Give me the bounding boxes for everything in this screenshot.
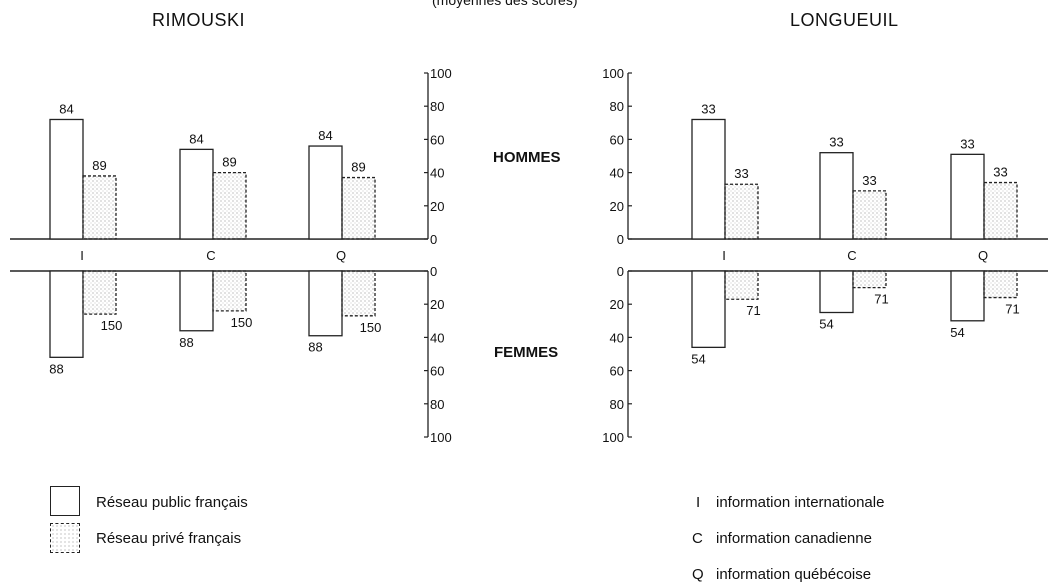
longueuil-women-tick-label: 80 xyxy=(610,397,624,412)
rimouski-men-tick-label: 0 xyxy=(430,232,437,247)
rimouski-women-tick-label: 100 xyxy=(430,430,452,445)
longueuil-women-data-label: 71 xyxy=(746,303,760,318)
women-row-label: FEMMES xyxy=(494,344,559,361)
rimouski-men-data-label: 84 xyxy=(189,131,203,146)
longueuil-men-bar-private-c xyxy=(852,190,887,240)
rimouski-men-tick-label: 60 xyxy=(430,132,444,147)
rimouski-men-data-label: 89 xyxy=(92,158,106,173)
rimouski-women-data-label: 88 xyxy=(49,361,63,376)
longueuil-men-bar-public-c xyxy=(819,152,854,240)
longueuil-women-tick-label: 40 xyxy=(610,330,624,345)
rimouski-women-data-label: 88 xyxy=(308,340,322,355)
rimouski-women-tick-label: 60 xyxy=(430,364,444,379)
legend-code-i: I xyxy=(696,494,701,511)
rimouski-category-label-i: I xyxy=(80,248,84,263)
legend-swatch-private xyxy=(50,523,80,553)
longueuil-women-bar-public-q xyxy=(950,270,985,322)
longueuil-men-data-label: 33 xyxy=(960,136,974,151)
rimouski-category-label-c: C xyxy=(206,248,215,263)
rimouski-women-bar-public-q xyxy=(308,270,343,337)
rimouski-women-bar-private-q xyxy=(341,270,376,317)
rimouski-men-tick-label: 40 xyxy=(430,166,444,181)
rimouski-women-data-label: 150 xyxy=(360,320,382,335)
longueuil-women-tick-label: 100 xyxy=(602,430,624,445)
men-row-label: HOMMES xyxy=(493,149,561,166)
legend-swatch-public xyxy=(50,486,80,516)
longueuil-women-data-label: 54 xyxy=(950,325,964,340)
rimouski-men-tick-label: 20 xyxy=(430,199,444,214)
longueuil-women-data-label: 71 xyxy=(1005,302,1019,317)
longueuil-men-data-label: 33 xyxy=(862,173,876,188)
longueuil-women-data-label: 54 xyxy=(819,317,833,332)
rimouski-women-bar-public-c xyxy=(179,270,214,332)
longueuil-women-data-label: 54 xyxy=(691,351,705,366)
rimouski-men-data-label: 89 xyxy=(222,155,236,170)
longueuil-women-tick-label: 60 xyxy=(610,364,624,379)
longueuil-men-bar-private-q xyxy=(983,181,1018,240)
longueuil-women-tick-label: 20 xyxy=(610,297,624,312)
legend-text-c: information canadienne xyxy=(716,530,872,547)
rimouski-women-bar-private-i xyxy=(82,270,117,315)
legend-text-i: information internationale xyxy=(716,494,885,511)
rimouski-men-data-label: 84 xyxy=(59,101,73,116)
longueuil-men-tick-label: 80 xyxy=(610,99,624,114)
longueuil-men-tick-label: 20 xyxy=(610,199,624,214)
legend-label-private: Réseau privé français xyxy=(96,530,242,547)
longueuil-women-bar-public-c xyxy=(819,270,854,314)
longueuil-category-label-c: C xyxy=(847,248,856,263)
rimouski-men-bar-public-c xyxy=(179,148,214,240)
rimouski-women-tick-label: 40 xyxy=(430,330,444,345)
longueuil-men-data-label: 33 xyxy=(734,166,748,181)
rimouski-women-tick-label: 20 xyxy=(430,297,444,312)
rimouski-men-tick-label: 100 xyxy=(430,66,452,81)
longueuil-men-data-label: 33 xyxy=(701,101,715,116)
longueuil-men-bar-public-i xyxy=(691,118,726,240)
longueuil-women-tick-label: 0 xyxy=(617,264,624,279)
longueuil-women-bar-private-i xyxy=(724,270,759,300)
rimouski-women-bar-private-c xyxy=(212,270,247,312)
rimouski-men-tick-label: 80 xyxy=(430,99,444,114)
longueuil-men-tick-label: 100 xyxy=(602,66,624,81)
rimouski-women-data-label: 150 xyxy=(231,315,253,330)
longueuil-women-bar-private-q xyxy=(983,270,1018,299)
longueuil-men-tick-label: 40 xyxy=(610,166,624,181)
longueuil-women-bar-private-c xyxy=(852,270,887,289)
legend-code-c: C xyxy=(692,530,703,547)
longueuil-women-data-label: 71 xyxy=(874,292,888,307)
legend-code-q: Q xyxy=(692,566,704,583)
rimouski-men-bar-private-q xyxy=(341,176,376,240)
rimouski-category-label-q: Q xyxy=(336,248,346,263)
longueuil-men-tick-label: 0 xyxy=(617,232,624,247)
longueuil-men-bar-public-q xyxy=(950,153,985,240)
legend-label-public: Réseau public français xyxy=(96,494,248,511)
longueuil-men-data-label: 33 xyxy=(993,165,1007,180)
longueuil-category-label-i: I xyxy=(722,248,726,263)
rimouski-men-data-label: 89 xyxy=(351,160,365,175)
chart-subtitle: (moyennes des scores) xyxy=(432,0,578,8)
longueuil-title: LONGUEUIL xyxy=(790,10,899,30)
rimouski-women-bar-public-i xyxy=(49,270,84,358)
longueuil-men-data-label: 33 xyxy=(829,135,843,150)
rimouski-men-bar-private-c xyxy=(212,171,247,240)
rimouski-women-tick-label: 80 xyxy=(430,397,444,412)
longueuil-men-bar-private-i xyxy=(724,183,759,240)
rimouski-men-data-label: 84 xyxy=(318,128,332,143)
rimouski-title: RIMOUSKI xyxy=(152,10,246,30)
rimouski-women-data-label: 150 xyxy=(101,318,123,333)
rimouski-men-bar-private-i xyxy=(82,175,117,240)
legend-text-q: information québécoise xyxy=(716,566,872,583)
longueuil-category-label-q: Q xyxy=(978,248,988,263)
rimouski-women-tick-label: 0 xyxy=(430,264,437,279)
longueuil-men-tick-label: 60 xyxy=(610,132,624,147)
longueuil-women-bar-public-i xyxy=(691,270,726,349)
rimouski-men-bar-public-i xyxy=(49,118,84,240)
rimouski-women-data-label: 88 xyxy=(179,335,193,350)
rimouski-men-bar-public-q xyxy=(308,145,343,240)
